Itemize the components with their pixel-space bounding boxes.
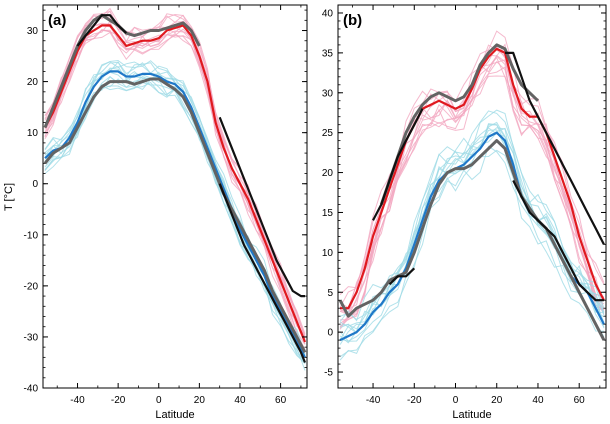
ensemble-member-line (44, 31, 306, 354)
x-tick-label: -40 (366, 395, 381, 406)
panel-a-frame (42, 4, 308, 389)
y-tick-label: 5 (327, 288, 333, 299)
y-tick-label: 30 (27, 26, 39, 37)
y-tick-label: 20 (322, 168, 334, 179)
ensemble-member-line (339, 61, 605, 328)
y-axis-label: T [°C] (3, 183, 15, 211)
panel-b: -5 0 5 10 15 20 25 30 35 40 -40 -20 0 20 40 60 (b) Lat… (322, 4, 607, 421)
y-tick-label: 40 (322, 8, 334, 19)
panel-b-x-ticks: -40 -20 0 20 40 60 (352, 5, 601, 406)
panel-a: -40 -30 -20 -10 0 10 20 30 -40 -20 0 20 40 60 (a) La… (3, 4, 308, 421)
panel-b-series (338, 43, 606, 342)
cold-observed-black-line (218, 183, 307, 363)
y-tick-label: 10 (27, 128, 39, 139)
y-tick-label: 30 (322, 88, 334, 99)
x-tick-label: 40 (234, 395, 246, 406)
x-tick-label: -40 (70, 395, 85, 406)
warm-observed-black-line (372, 108, 424, 221)
panel-b-y-ticks: -5 0 5 10 15 20 25 30 35 40 (322, 4, 606, 389)
x-tick-label: -20 (111, 395, 126, 406)
ensemble-member-line (44, 60, 306, 355)
x-tick-label: 40 (532, 395, 544, 406)
x-tick-label: -20 (407, 395, 422, 406)
warm-observed-black-line (218, 116, 305, 298)
y-tick-label: 35 (322, 48, 334, 59)
warm-observed-black-line (505, 51, 605, 245)
x-tick-label: 20 (491, 395, 503, 406)
cold-model-mean-line (44, 70, 306, 358)
x-tick-label: 60 (275, 395, 287, 406)
warm-observed-black-line (76, 14, 128, 47)
y-tick-label: -10 (24, 230, 39, 241)
y-tick-label: 20 (27, 77, 39, 88)
x-tick-label: 0 (453, 395, 459, 406)
y-tick-label: 0 (32, 179, 38, 190)
x-tick-label: 0 (156, 395, 162, 406)
cold-observed-black-line (388, 267, 416, 286)
ensemble-member-line (339, 75, 605, 324)
warm-observed-grey-line (379, 43, 540, 205)
y-tick-label: 25 (322, 128, 334, 139)
ensemble-member-line (44, 29, 306, 350)
y-tick-label: -5 (324, 368, 333, 379)
x-tick-label: 60 (574, 395, 586, 406)
panel-a-x-ticks: -40 -20 0 20 40 60 (56, 5, 302, 406)
cold-observed-grey-line (43, 77, 307, 354)
ensemble-member-line (339, 145, 605, 361)
ensemble-member-line (339, 149, 604, 358)
warm-model-mean-line (340, 47, 605, 310)
y-tick-label: -30 (24, 332, 39, 343)
panel-a-label: (a) (48, 12, 66, 29)
x-tick-label: 20 (194, 395, 206, 406)
panel-b-label: (b) (343, 12, 362, 29)
ensemble-member-line (339, 129, 605, 342)
y-tick-label: 0 (327, 328, 333, 339)
cold-observed-black-line (512, 179, 604, 302)
panel-a-xlabel: Latitude (155, 409, 194, 421)
panel-b-xlabel: Latitude (452, 409, 491, 421)
y-tick-label: -20 (24, 281, 39, 292)
ensemble-member-line (339, 54, 605, 316)
panel-a-y-ticks: -40 -30 -20 -10 0 10 20 30 (24, 9, 307, 395)
panel-a-series (43, 13, 307, 363)
cold-observed-grey-line (338, 139, 606, 341)
y-tick-label: 15 (322, 208, 334, 219)
y-tick-label: -40 (24, 384, 39, 395)
y-tick-label: 10 (322, 248, 334, 259)
